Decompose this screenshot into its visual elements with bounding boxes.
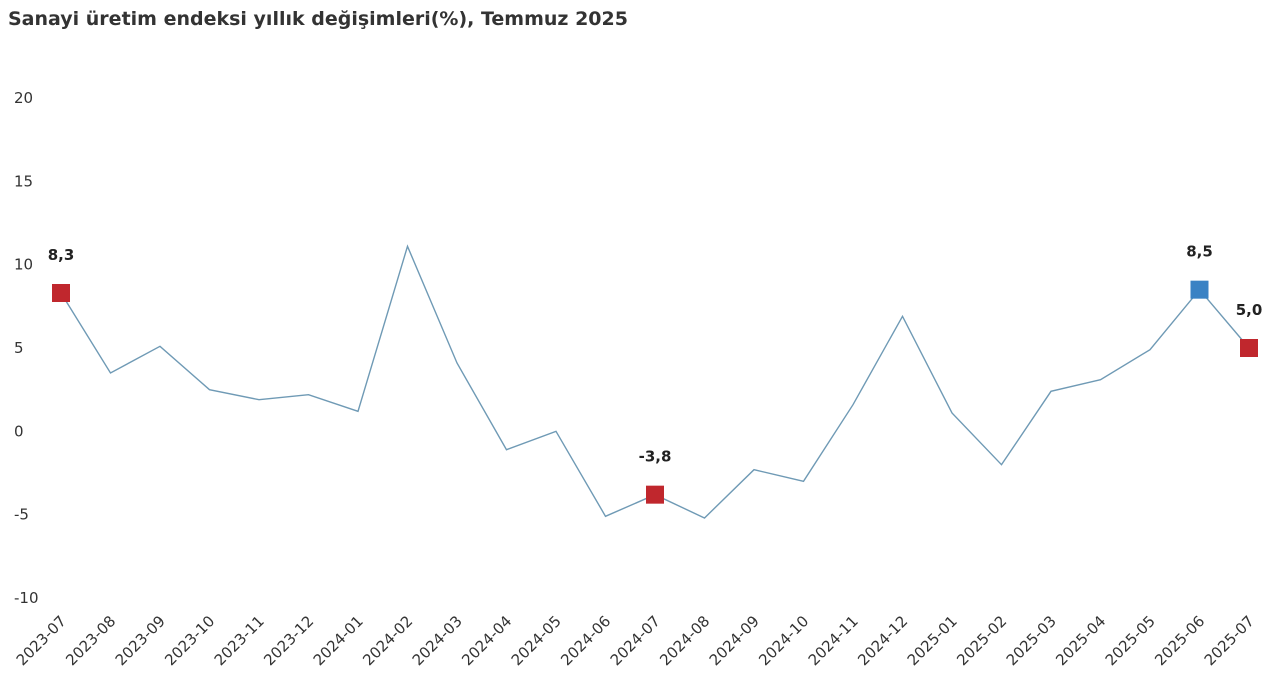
- x-tick-label: 2023-08: [62, 612, 119, 669]
- data-label: 8,5: [1186, 243, 1213, 261]
- x-tick-label: 2023-12: [260, 612, 317, 669]
- x-tick-label: 2024-10: [755, 612, 812, 669]
- y-axis-ticks: 20 15 10 5 0 -5 -10: [14, 89, 39, 607]
- x-tick-label: 2025-07: [1201, 612, 1258, 669]
- x-tick-label: 2023-10: [161, 612, 218, 669]
- x-tick-label: 2024-06: [557, 612, 614, 669]
- data-point-marker: [646, 485, 664, 504]
- x-tick-label: 2024-08: [656, 612, 713, 669]
- x-tick-label: 2023-07: [13, 612, 70, 669]
- x-tick-label: 2024-01: [310, 612, 367, 669]
- x-axis-ticks: 2023-072023-082023-092023-102023-112023-…: [13, 612, 1258, 669]
- chart-title: Sanayi üretim endeksi yıllık değişimleri…: [8, 8, 628, 30]
- data-label: 8,3: [48, 246, 75, 264]
- y-tick-label: 0: [14, 422, 24, 440]
- x-tick-label: 2025-01: [904, 612, 961, 669]
- series-line: [60, 244, 1250, 519]
- highlight-markers: [52, 280, 1258, 504]
- data-point-marker: [52, 284, 70, 302]
- x-tick-label: 2025-05: [1102, 612, 1159, 669]
- y-tick-label: 10: [14, 256, 33, 274]
- x-tick-label: 2024-12: [854, 612, 911, 669]
- y-tick-label: 20: [14, 89, 33, 107]
- y-tick-label: -10: [14, 589, 39, 607]
- data-point-marker: [1240, 339, 1258, 357]
- x-tick-label: 2024-11: [805, 612, 862, 669]
- y-tick-label: 15: [14, 172, 33, 190]
- x-tick-label: 2023-11: [211, 612, 268, 669]
- x-tick-label: 2024-05: [508, 612, 565, 669]
- y-tick-label: 5: [14, 339, 24, 357]
- x-tick-label: 2024-02: [359, 612, 416, 669]
- data-labels: 8,3 -3,8 8,5 5,0: [48, 243, 1263, 466]
- data-label: -3,8: [639, 448, 672, 466]
- x-tick-label: 2025-04: [1052, 612, 1109, 669]
- x-tick-label: 2024-04: [458, 612, 515, 669]
- x-tick-label: 2025-02: [953, 612, 1010, 669]
- x-tick-label: 2025-03: [1003, 612, 1060, 669]
- x-tick-label: 2024-07: [607, 612, 664, 669]
- y-tick-label: -5: [14, 506, 29, 524]
- data-label: 5,0: [1236, 301, 1263, 319]
- x-tick-label: 2024-03: [409, 612, 466, 669]
- data-point-marker: [1190, 280, 1209, 299]
- x-tick-label: 2025-06: [1151, 612, 1208, 669]
- x-tick-label: 2023-09: [112, 612, 169, 669]
- x-tick-label: 2024-09: [706, 612, 763, 669]
